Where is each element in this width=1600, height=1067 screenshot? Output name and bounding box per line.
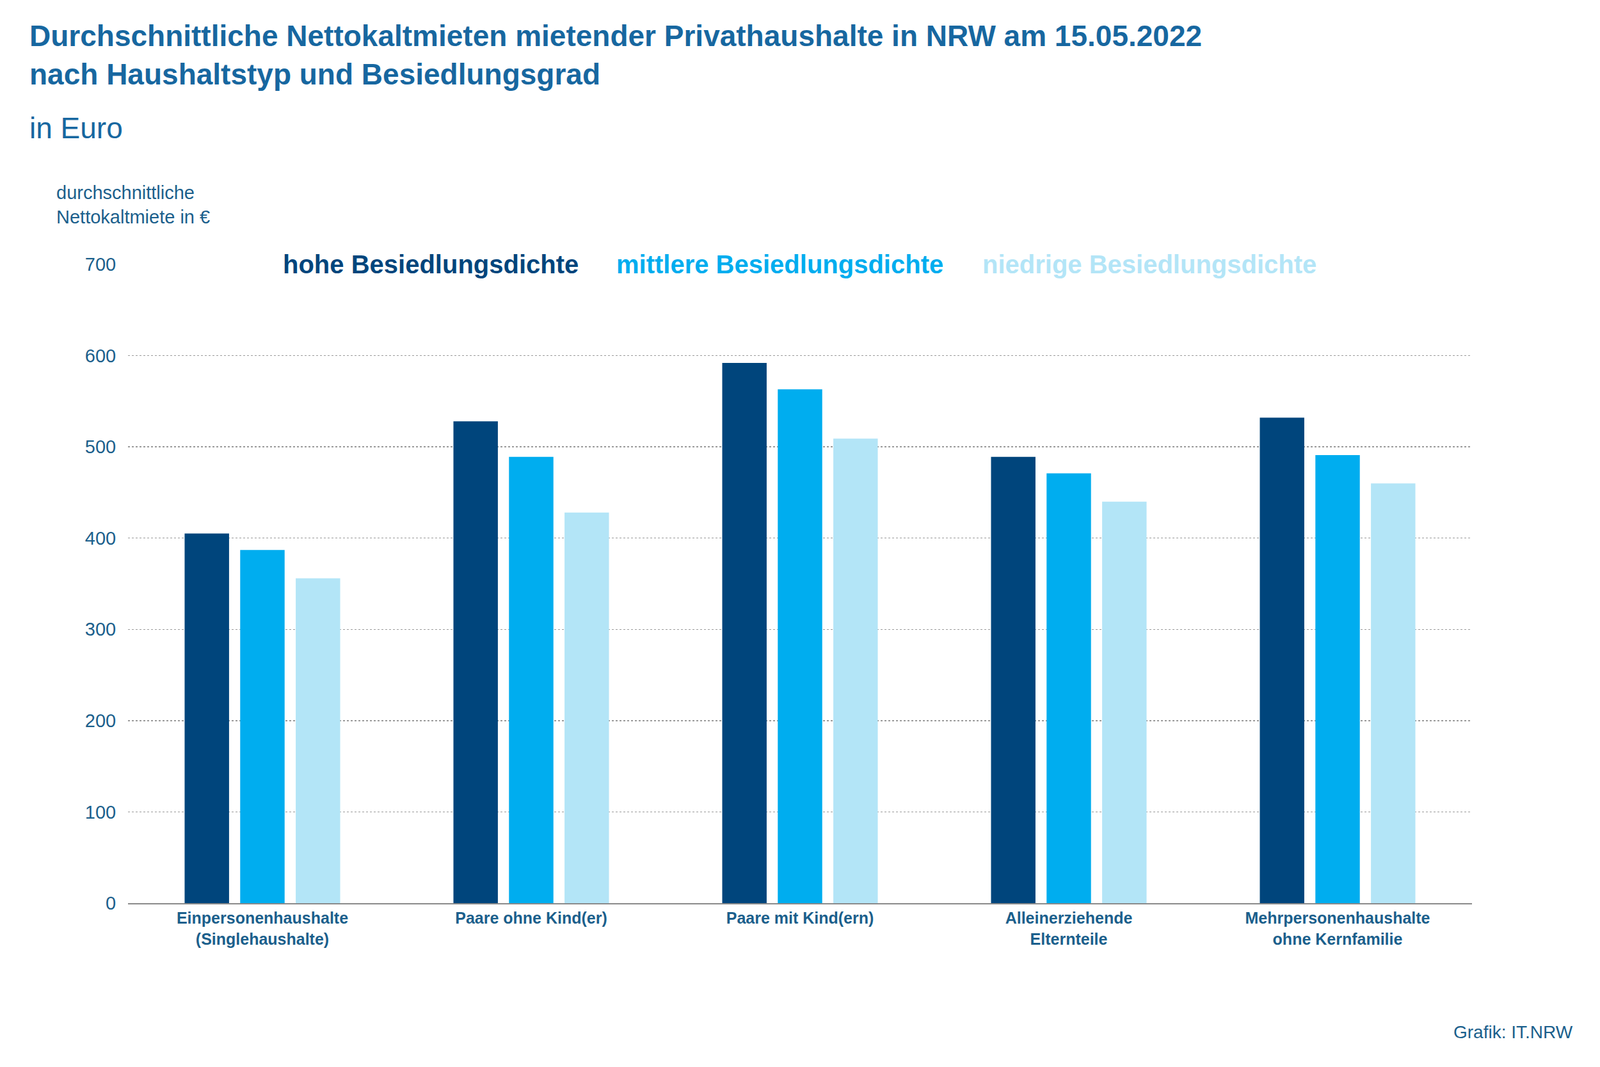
svg-text:700: 700 xyxy=(85,254,116,275)
svg-text:Mehrpersonenhaushalteohne Kern: Mehrpersonenhaushalteohne Kernfamilie xyxy=(1245,908,1431,948)
svg-text:400: 400 xyxy=(85,528,116,549)
svg-text:Durchschnittliche Nettokaltmie: Durchschnittliche Nettokaltmieten mieten… xyxy=(29,19,1202,91)
svg-text:niedrige Besiedlungsdichte: niedrige Besiedlungsdichte xyxy=(982,250,1317,279)
svg-text:Grafik: IT.NRW: Grafik: IT.NRW xyxy=(1453,1022,1574,1042)
svg-text:200: 200 xyxy=(85,710,116,731)
svg-text:durchschnittlicheNettokaltmiet: durchschnittlicheNettokaltmiete in € xyxy=(56,182,210,228)
svg-text:AlleinerziehendeElternteile: AlleinerziehendeElternteile xyxy=(1005,908,1133,948)
svg-text:hohe Besiedlungsdichte: hohe Besiedlungsdichte xyxy=(282,250,579,279)
svg-text:500: 500 xyxy=(85,436,116,457)
svg-text:300: 300 xyxy=(85,618,116,640)
svg-text:100: 100 xyxy=(85,801,116,823)
svg-text:600: 600 xyxy=(85,345,116,367)
svg-text:Paare ohne Kind(er): Paare ohne Kind(er) xyxy=(455,908,608,927)
svg-text:in Euro: in Euro xyxy=(29,111,123,145)
svg-text:mittlere Besiedlungsdichte: mittlere Besiedlungsdichte xyxy=(616,250,944,279)
svg-text:Paare mit Kind(ern): Paare mit Kind(ern) xyxy=(726,908,875,927)
svg-text:Einpersonenhaushalte(Singlehau: Einpersonenhaushalte(Singlehaushalte) xyxy=(176,908,349,948)
svg-text:0: 0 xyxy=(105,892,116,914)
